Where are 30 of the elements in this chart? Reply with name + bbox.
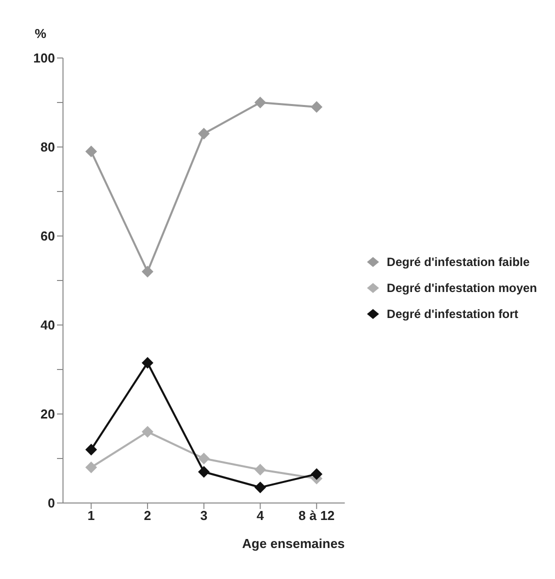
point — [254, 96, 266, 108]
y-tick-label: 20 — [40, 406, 55, 422]
point — [86, 444, 97, 456]
point — [86, 146, 97, 158]
legend-label: Degré d'infestation fort — [386, 306, 518, 323]
point — [254, 482, 266, 494]
point — [198, 452, 210, 464]
point — [86, 462, 97, 473]
legend-label: Degré d'infestation faible — [386, 254, 530, 271]
point — [142, 266, 154, 278]
x-tick-label: 1 — [88, 508, 95, 524]
point — [142, 357, 154, 368]
point — [198, 466, 210, 478]
x-tick-label: 2 — [144, 508, 152, 524]
point — [254, 464, 266, 476]
y-tick-label: 100 — [33, 50, 55, 66]
point — [198, 128, 210, 140]
y-tick-label: 0 — [48, 496, 55, 511]
point — [311, 101, 322, 113]
point — [142, 426, 154, 438]
x-axis-title: Age ensemaines — [242, 536, 345, 551]
legend-label: Degré d'infestation moyen — [386, 280, 537, 297]
y-tick-label: 40 — [40, 318, 55, 333]
y-tick-label: 80 — [40, 140, 55, 155]
y-tick-label: 60 — [40, 228, 55, 244]
x-tick-label: 8 à 12 — [298, 508, 335, 524]
x-tick-label: 3 — [200, 508, 208, 524]
x-tick-label: 4 — [256, 508, 265, 524]
point — [311, 468, 322, 480]
y-axis-title: % — [34, 26, 47, 41]
